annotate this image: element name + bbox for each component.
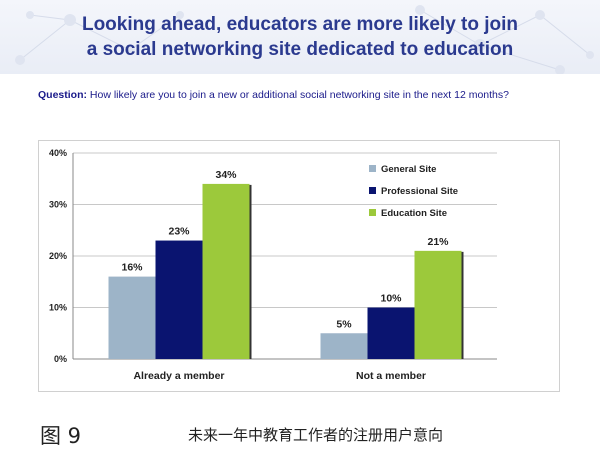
bar [414,250,462,359]
question-text: How likely are you to join a new or addi… [89,89,509,101]
legend-label: General Site [381,164,436,175]
question: Question: How likely are you to join a n… [38,89,598,101]
figure-text: 未来一年中教育工作者的注册用户意向 [188,426,444,444]
category-label: Already a member [133,370,224,382]
slide: Looking ahead, educators are more likely… [0,0,600,392]
y-tick-label: 10% [49,303,67,313]
legend-swatch [369,165,376,172]
legend-label: Education Site [381,208,447,219]
figure-caption: 图 9 未来一年中教育工作者的注册用户意向 [0,418,600,450]
figure-number: 图 9 [40,424,82,448]
question-label: Question: [38,89,87,101]
title-line-1: Looking ahead, educators are more likely… [81,14,519,35]
legend-swatch [369,187,376,194]
chart-frame: 0% 10% 20% 30% 40% 16% 23% 34% Already a member 5… [38,140,560,392]
title-line-2: a social networking site dedicated to ed… [86,39,514,60]
y-tick-label: 20% [49,251,67,261]
bar [367,307,415,359]
slide-title: Looking ahead, educators are more likely… [0,12,600,62]
bar [108,276,156,359]
legend-label: Professional Site [381,186,458,197]
network-background-graphic [15,5,594,74]
title-banner [0,0,600,74]
data-label: 34% [215,169,237,181]
bar [202,183,250,359]
bar [320,333,368,359]
category-label: Not a member [356,370,426,382]
data-label: 23% [168,226,190,238]
data-label: 21% [427,236,449,248]
bar [155,240,203,359]
y-tick-label: 40% [49,148,67,158]
bar-chart: 0% 10% 20% 30% 40% 16% 23% 34% Already a member 5… [49,148,497,382]
legend-swatch [369,209,376,216]
data-label: 5% [336,318,352,330]
y-tick-label: 30% [49,200,67,210]
data-label: 10% [380,293,402,305]
y-tick-label: 0% [54,354,67,364]
data-label: 16% [121,262,143,274]
